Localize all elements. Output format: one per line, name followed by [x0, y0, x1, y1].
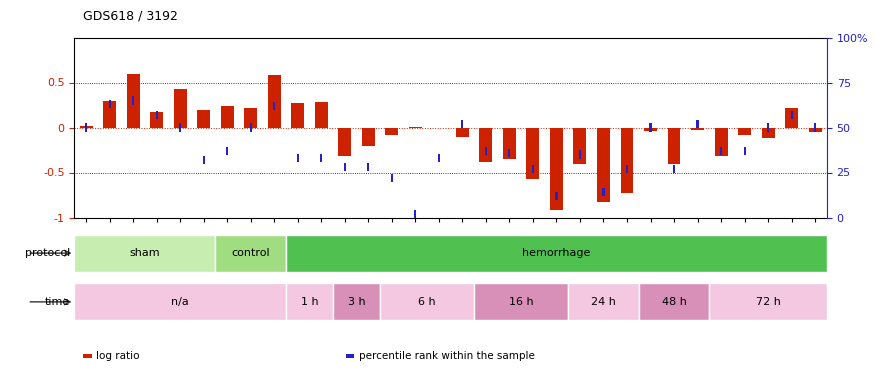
- Text: 6 h: 6 h: [418, 297, 436, 307]
- Text: 72 h: 72 h: [756, 297, 780, 307]
- Bar: [480, 128, 493, 162]
- Bar: [649, 123, 652, 132]
- Bar: [414, 210, 416, 218]
- Bar: [320, 154, 322, 162]
- Bar: [409, 127, 422, 128]
- Bar: [597, 128, 610, 202]
- Text: protocol: protocol: [24, 248, 70, 258]
- Bar: [174, 89, 186, 128]
- Bar: [691, 128, 704, 130]
- Bar: [668, 128, 681, 164]
- Bar: [738, 128, 751, 135]
- Bar: [391, 174, 393, 182]
- Bar: [503, 128, 516, 159]
- Bar: [273, 102, 276, 110]
- Bar: [579, 150, 581, 159]
- Bar: [438, 154, 440, 162]
- Bar: [132, 96, 134, 105]
- Bar: [808, 128, 822, 132]
- Bar: [344, 163, 346, 171]
- Bar: [456, 128, 469, 136]
- Bar: [249, 123, 252, 132]
- Text: sham: sham: [130, 248, 160, 258]
- Bar: [220, 106, 234, 128]
- Bar: [268, 75, 281, 128]
- Bar: [573, 128, 586, 164]
- Bar: [150, 112, 163, 128]
- Text: 3 h: 3 h: [347, 297, 366, 307]
- Text: percentile rank within the sample: percentile rank within the sample: [359, 351, 535, 361]
- Bar: [362, 128, 374, 146]
- Bar: [744, 147, 746, 155]
- Bar: [790, 111, 793, 119]
- FancyBboxPatch shape: [286, 284, 333, 320]
- FancyBboxPatch shape: [710, 284, 827, 320]
- Bar: [226, 147, 228, 155]
- Bar: [626, 165, 628, 173]
- Text: 16 h: 16 h: [509, 297, 534, 307]
- Bar: [556, 192, 557, 200]
- Bar: [203, 156, 205, 164]
- Bar: [673, 165, 676, 173]
- Bar: [620, 128, 634, 193]
- Bar: [532, 165, 534, 173]
- Bar: [715, 128, 727, 156]
- Bar: [508, 148, 510, 157]
- Bar: [315, 102, 328, 128]
- Bar: [85, 123, 88, 132]
- Bar: [527, 128, 539, 179]
- Bar: [644, 128, 657, 131]
- Bar: [461, 120, 464, 128]
- Text: control: control: [231, 248, 270, 258]
- Bar: [550, 128, 563, 210]
- Bar: [696, 120, 698, 128]
- Text: 24 h: 24 h: [591, 297, 616, 307]
- Bar: [368, 163, 369, 171]
- Text: GDS618 / 3192: GDS618 / 3192: [83, 9, 178, 22]
- Bar: [720, 147, 722, 155]
- Bar: [80, 126, 93, 128]
- Bar: [103, 100, 116, 128]
- Bar: [339, 128, 351, 156]
- Bar: [767, 123, 769, 132]
- Bar: [761, 128, 774, 138]
- Bar: [244, 108, 257, 128]
- FancyBboxPatch shape: [74, 284, 286, 320]
- FancyBboxPatch shape: [215, 235, 286, 272]
- FancyBboxPatch shape: [639, 284, 710, 320]
- FancyBboxPatch shape: [74, 235, 215, 272]
- Text: 48 h: 48 h: [662, 297, 687, 307]
- Text: hemorrhage: hemorrhage: [522, 248, 591, 258]
- Bar: [785, 108, 798, 128]
- FancyBboxPatch shape: [380, 284, 474, 320]
- Bar: [385, 128, 398, 135]
- Bar: [127, 74, 140, 128]
- Bar: [197, 110, 210, 128]
- Text: n/a: n/a: [172, 297, 189, 307]
- Bar: [108, 100, 111, 108]
- Bar: [297, 154, 299, 162]
- FancyBboxPatch shape: [474, 284, 568, 320]
- Text: time: time: [45, 297, 70, 307]
- Text: log ratio: log ratio: [96, 351, 140, 361]
- Bar: [156, 111, 158, 119]
- FancyBboxPatch shape: [333, 284, 380, 320]
- FancyBboxPatch shape: [286, 235, 827, 272]
- Bar: [179, 123, 181, 132]
- Bar: [291, 103, 304, 128]
- Bar: [485, 147, 487, 155]
- Bar: [602, 188, 605, 196]
- FancyBboxPatch shape: [568, 284, 639, 320]
- Text: 1 h: 1 h: [301, 297, 318, 307]
- Bar: [814, 123, 816, 132]
